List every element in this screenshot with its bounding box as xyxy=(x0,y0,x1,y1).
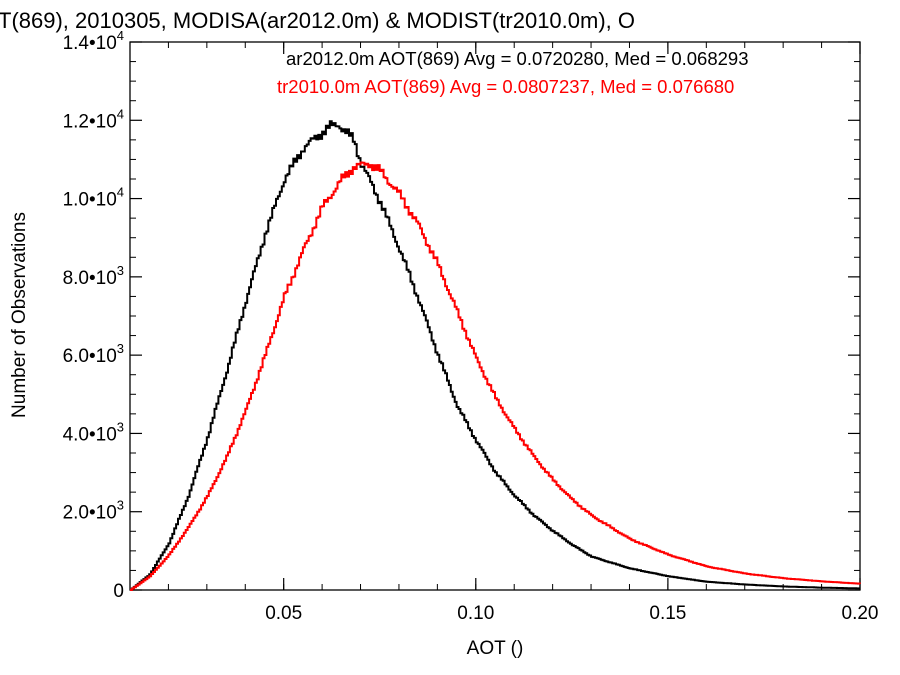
y-tick-label: 1.4•104 xyxy=(63,28,124,54)
plot-border xyxy=(129,41,861,591)
series-2-line xyxy=(130,161,861,591)
series-1-annotation: ar2012.0m AOT(869) Avg = 0.0720280, Med … xyxy=(286,48,749,69)
series-layer xyxy=(130,120,861,591)
x-tick-label: 0.05 xyxy=(265,603,302,624)
y-axis-label: Number of Observations xyxy=(9,212,30,418)
series-2-annotation: tr2010.0m AOT(869) Avg = 0.0807237, Med … xyxy=(277,76,734,97)
x-tick-label: 0.15 xyxy=(649,603,686,624)
x-axis-label: AOT () xyxy=(467,638,524,659)
y-tick-label: 8.0•103 xyxy=(63,263,124,289)
plot-frame xyxy=(129,41,861,591)
y-tick-label: 1.0•104 xyxy=(63,185,124,211)
y-tick-label: 4.0•103 xyxy=(63,419,124,445)
series-1-line xyxy=(130,120,860,591)
x-tick-label: 0.20 xyxy=(842,603,879,624)
x-tick-label: 0.10 xyxy=(457,603,494,624)
x-axis-ticks: 0.05 0.10 0.15 0.20 xyxy=(129,42,879,624)
y-tick-label: 2.0•103 xyxy=(63,498,124,524)
y-tick-label: 6.0•103 xyxy=(63,341,124,367)
y-tick-label: 0 xyxy=(113,581,124,602)
chart-title: T(869), 2010305, MODISA(ar2012.0m) & MOD… xyxy=(0,8,635,33)
y-axis-ticks: 0 2.0•103 4.0•103 6.0•103 8.0•103 1.0•104 1.2•… xyxy=(63,28,860,602)
y-tick-label: 1.2•104 xyxy=(63,106,124,132)
